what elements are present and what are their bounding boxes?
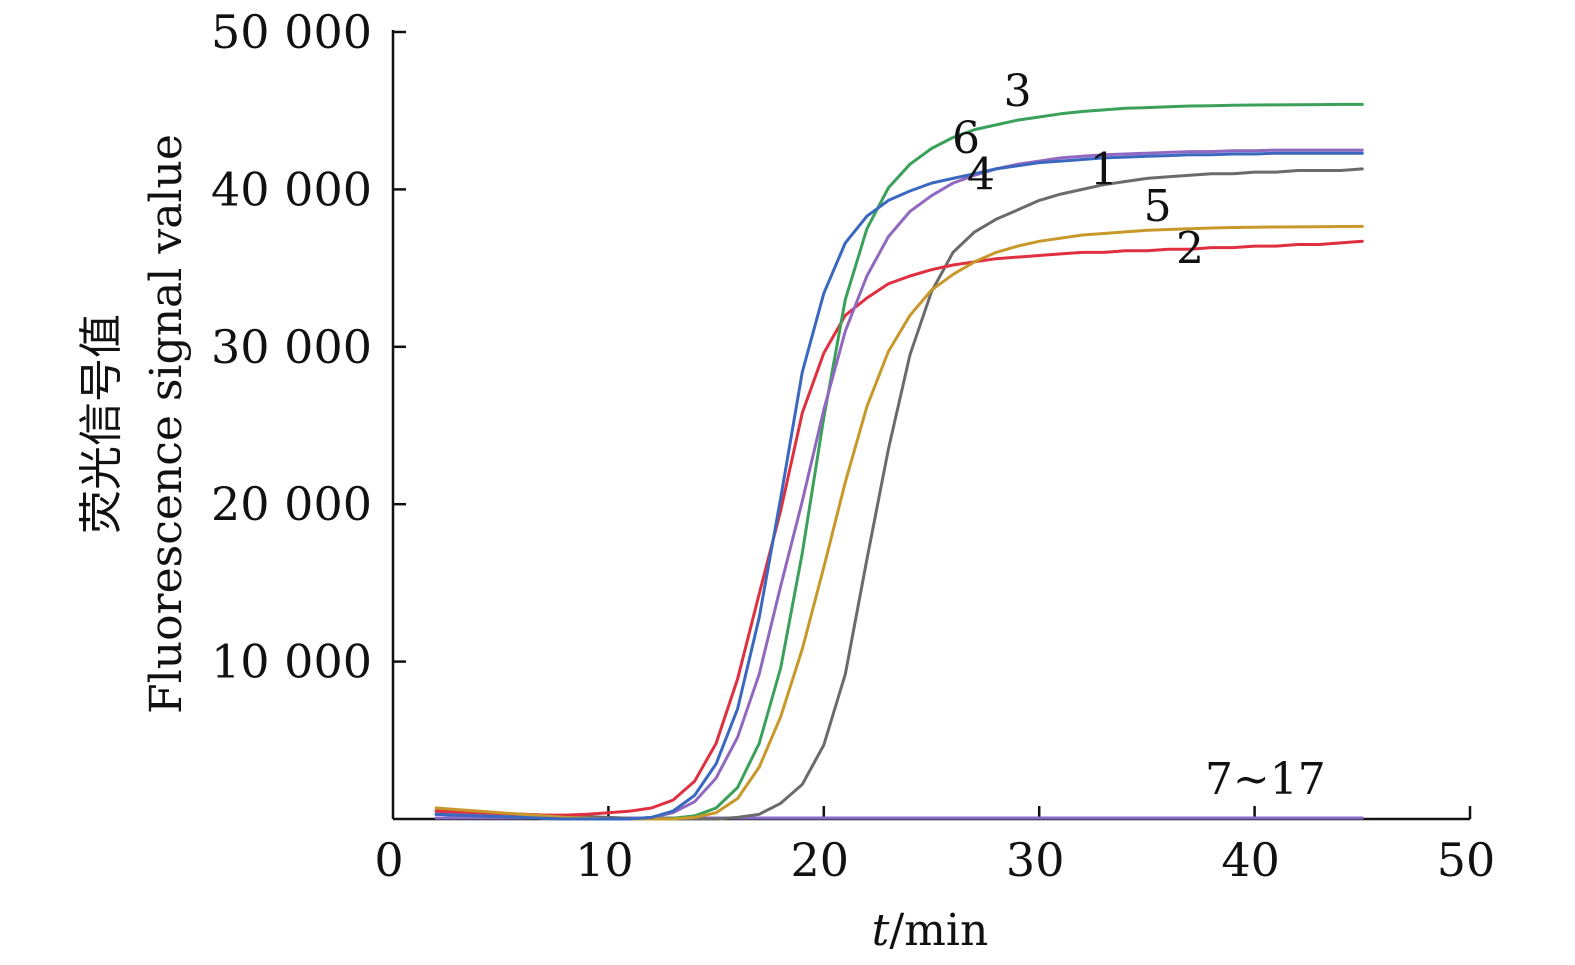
y-tick-label: 10 000 <box>211 635 372 689</box>
series-line-6 <box>434 151 1364 821</box>
series-label-6: 6 <box>952 113 980 164</box>
x-axis-title-unit: /min <box>889 905 988 956</box>
x-tick-label: 20 <box>791 833 850 887</box>
y-tick-label: 40 000 <box>211 162 372 216</box>
y-tick-label: 20 000 <box>211 477 372 531</box>
series-line-2 <box>434 239 1364 817</box>
x-axis-title: t/min <box>872 905 989 956</box>
series-label-1: 1 <box>1090 145 1118 196</box>
x-tick-label: 30 <box>1006 833 1065 887</box>
x-tick-label: 0 <box>374 833 403 887</box>
series-label-5: 5 <box>1144 181 1172 232</box>
x-axis-title-italic: t <box>872 905 890 956</box>
y-axis-title-en: Fluorescence signal value <box>141 134 192 714</box>
series-label-7-17: 7~17 <box>1205 754 1326 805</box>
series-line-1 <box>434 167 1364 821</box>
y-tick-label: 30 000 <box>211 320 372 374</box>
y-axis-title-cn: 荧光信号值 <box>76 314 127 534</box>
x-tick-label: 10 <box>575 833 634 887</box>
series-label-2: 2 <box>1176 223 1204 274</box>
ticks: 0 10 20 30 40 50 10 000 20 000 30 000 40 000 50 00… <box>211 5 1495 887</box>
series-labels: 1 2 34 5 6 7~17 <box>952 66 1326 805</box>
y-tick-label: 50 000 <box>211 5 372 59</box>
series-label-3: 3 <box>1004 66 1032 117</box>
series-line-4 <box>434 148 1364 821</box>
series-label-4: 4 <box>967 149 995 200</box>
x-tick-label: 40 <box>1221 833 1280 887</box>
series-line-5 <box>434 224 1364 821</box>
series-lines <box>434 102 1364 821</box>
x-tick-label: 50 <box>1437 833 1496 887</box>
series-line-3 <box>434 102 1364 821</box>
